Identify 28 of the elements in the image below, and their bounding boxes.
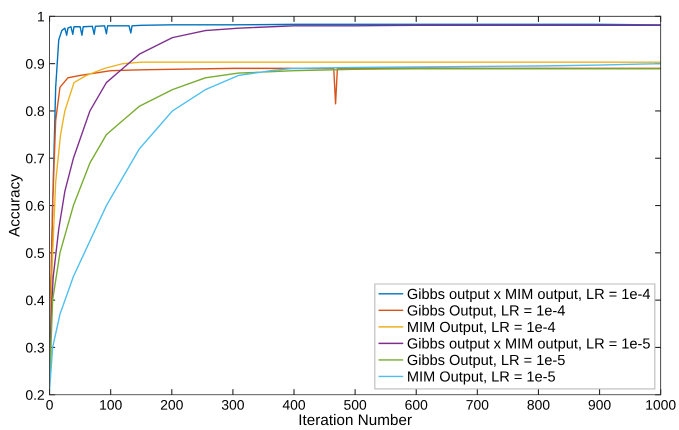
x-tick-label: 100 (100, 400, 122, 410)
x-tick-label: 0 (46, 400, 53, 410)
y-tick-label: 0.3 (26, 342, 44, 353)
y-tick-label: 0.5 (26, 248, 44, 258)
x-tick-label: 600 (405, 400, 428, 410)
x-tick-label: 700 (466, 400, 488, 410)
legend-label: MIM Output, LR = 1e-4 (408, 322, 556, 335)
legend-label: MIM Output, LR = 1e-5 (408, 371, 556, 385)
legend-label: Gibbs Output, LR = 1e-4 (408, 304, 565, 318)
y-axis-title: Accuracy (8, 174, 23, 237)
x-tick-label: 1000 (646, 400, 676, 410)
y-tick-label: 0.9 (26, 58, 44, 69)
x-tick-label: 200 (160, 400, 183, 410)
x-axis-title: Iteration Number (300, 414, 412, 426)
y-tick-label: 0.2 (26, 390, 44, 400)
x-tick-label: 300 (222, 400, 244, 410)
legend-label: Gibbs Output, LR = 1e-5 (408, 354, 565, 368)
y-tick-label: 1 (38, 12, 44, 22)
y-tick-label: 0.8 (26, 106, 44, 116)
y-tick-label: 0.4 (26, 295, 44, 306)
legend-label: Gibbs output x MIM output, LR = 1e-5 (408, 338, 650, 352)
x-tick-label: 500 (344, 400, 366, 410)
y-tick-label: 0.6 (26, 200, 44, 211)
x-tick-label: 800 (527, 400, 550, 410)
x-tick-label: 400 (282, 400, 306, 410)
legend-label: Gibbs output x MIM output, LR = 1e-4 (408, 288, 650, 302)
x-tick-label: 900 (588, 400, 611, 410)
y-tick-label: 0.7 (26, 154, 44, 164)
